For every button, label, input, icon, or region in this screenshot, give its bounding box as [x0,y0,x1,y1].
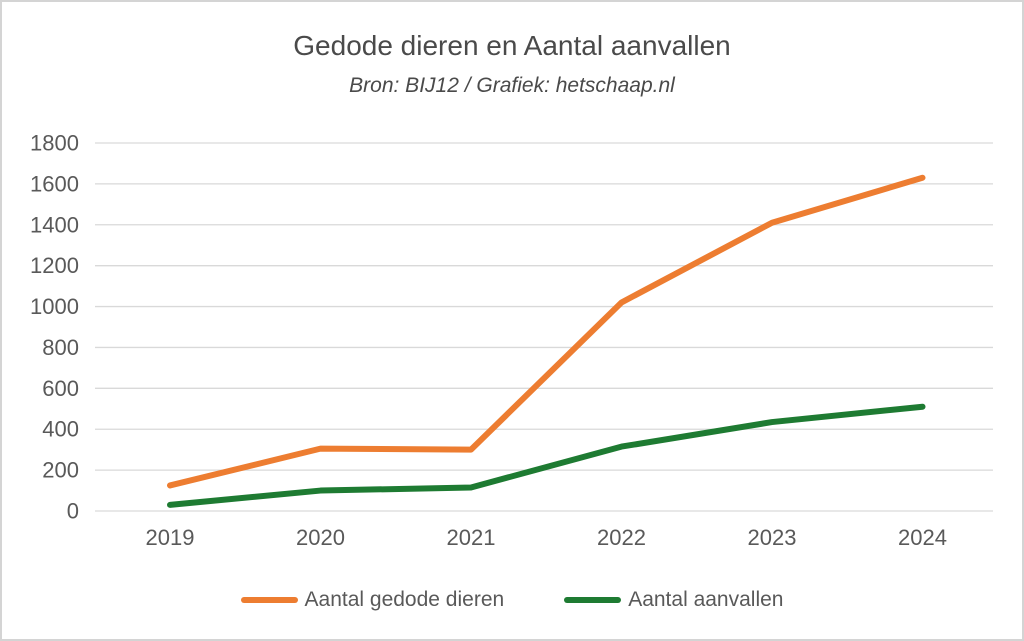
x-axis-tick-label: 2019 [146,525,195,550]
legend-swatch-green-line-icon [564,597,622,603]
series-line [167,403,926,508]
x-axis-tick-label: 2020 [296,525,345,550]
y-axis-tick-label: 1000 [30,294,79,319]
y-axis-tick-label: 1800 [30,131,79,156]
y-axis-tick-label: 1400 [30,212,79,237]
x-axis-tick-label: 2021 [447,525,496,550]
legend-item-gedode-dieren: Aantal gedode dieren [240,588,505,612]
x-axis-tick-label: 2022 [597,525,646,550]
y-axis-tick-label: 0 [67,499,79,524]
y-axis-tick-label: 1600 [30,171,79,196]
legend-label: Aantal gedode dieren [304,588,505,611]
legend-label: Aantal aanvallen [628,588,784,611]
legend-item-aanvallen: Aantal aanvallen [564,588,783,612]
series-line [167,174,926,489]
y-axis-tick-label: 600 [42,376,79,401]
y-axis-tick-label: 200 [42,458,79,483]
chart-title: Gedode dieren en Aantal aanvallen [293,30,731,61]
y-axis-tick-label: 1200 [30,253,79,278]
legend-swatch-orange-line-icon [240,597,298,603]
y-axis-tick-label: 400 [42,417,79,442]
chart-legend: Aantal gedode dieren Aantal aanvallen [2,588,1022,612]
chart-subtitle: Bron: BIJ12 / Grafiek: hetschaap.nl [349,74,675,97]
x-axis-tick-label: 2024 [898,525,947,550]
x-axis-tick-label: 2023 [748,525,797,550]
y-axis-tick-label: 800 [42,335,79,360]
